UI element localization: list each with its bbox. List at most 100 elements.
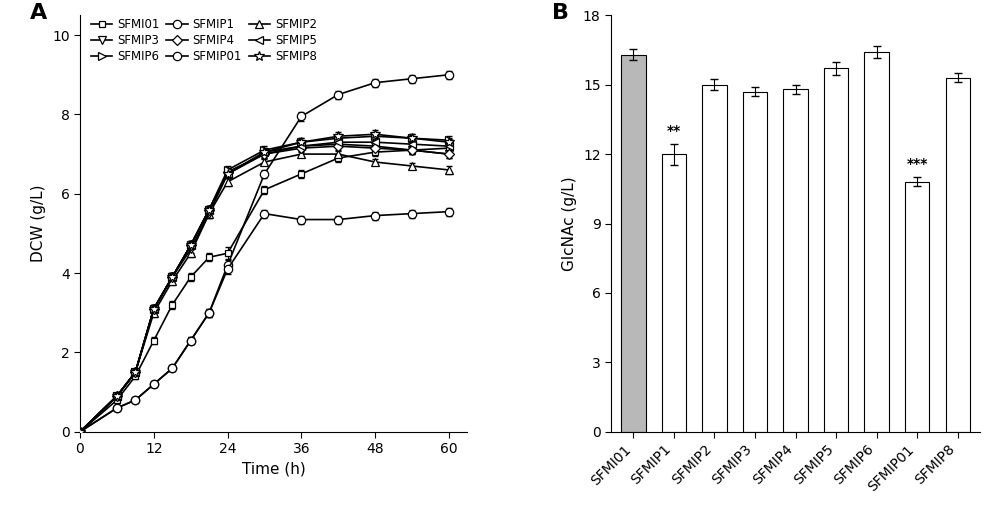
SFMIP8 — [74, 429, 86, 435]
SFMIP4 — [443, 151, 455, 157]
SFMIP4 — [332, 143, 344, 149]
SFMIP6 — [203, 207, 215, 213]
SFMIP8 — [185, 242, 197, 248]
SFMIP5 — [406, 141, 418, 147]
SFMIP8 — [332, 133, 344, 139]
SFMIP2 — [129, 369, 141, 375]
SFMI01 — [295, 171, 307, 177]
SFMIP6 — [332, 135, 344, 141]
SFMIP5 — [258, 149, 270, 155]
SFMIP4 — [129, 369, 141, 375]
SFMIP01 — [295, 216, 307, 223]
SFMIP3 — [166, 274, 178, 280]
SFMIP1 — [369, 80, 381, 86]
SFMIP6 — [166, 274, 178, 280]
SFMIP3 — [185, 246, 197, 252]
Line: SFMIP5: SFMIP5 — [76, 138, 453, 436]
SFMIP3 — [74, 429, 86, 435]
Bar — [702, 85, 727, 432]
SFMIP01 — [258, 210, 270, 216]
SFMIP2 — [148, 310, 160, 316]
SFMIP3 — [406, 147, 418, 153]
SFMIP1 — [443, 72, 455, 78]
SFMIP3 — [369, 143, 381, 149]
Text: B: B — [552, 3, 569, 23]
SFMIP6 — [74, 429, 86, 435]
SFMIP8 — [111, 393, 123, 399]
SFMIP1 — [129, 397, 141, 403]
SFMIP6 — [185, 242, 197, 248]
Bar — [743, 91, 767, 432]
Y-axis label: GlcNAc (g/L): GlcNAc (g/L) — [562, 176, 577, 271]
SFMIP5 — [222, 171, 234, 177]
Line: SFMIP1: SFMIP1 — [76, 71, 453, 436]
SFMIP5 — [185, 242, 197, 248]
SFMI01 — [129, 373, 141, 379]
SFMIP2 — [203, 210, 215, 216]
SFMIP3 — [148, 306, 160, 312]
SFMIP8 — [148, 306, 160, 312]
SFMIP5 — [369, 139, 381, 145]
SFMIP2 — [222, 179, 234, 185]
SFMIP4 — [148, 306, 160, 312]
SFMIP2 — [406, 163, 418, 169]
Legend: SFMI01, SFMIP3, SFMIP6, SFMIP1, SFMIP4, SFMIP01, SFMIP2, SFMIP5, SFMIP8: SFMI01, SFMIP3, SFMIP6, SFMIP1, SFMIP4, … — [90, 17, 318, 64]
SFMIP4 — [406, 147, 418, 153]
SFMIP6 — [406, 135, 418, 141]
SFMIP6 — [295, 139, 307, 145]
Bar — [662, 154, 686, 432]
SFMIP01 — [148, 381, 160, 387]
SFMIP5 — [148, 306, 160, 312]
SFMIP2 — [185, 250, 197, 257]
SFMIP01 — [222, 266, 234, 272]
SFMIP8 — [295, 139, 307, 145]
Bar — [824, 69, 848, 432]
SFMIP6 — [111, 393, 123, 399]
SFMIP6 — [258, 147, 270, 153]
SFMIP01 — [406, 210, 418, 216]
SFMI01 — [406, 147, 418, 153]
SFMI01 — [203, 254, 215, 260]
SFMI01 — [185, 274, 197, 280]
SFMIP01 — [111, 405, 123, 411]
SFMIP2 — [443, 167, 455, 173]
Line: SFMI01: SFMI01 — [77, 145, 452, 435]
SFMIP4 — [166, 274, 178, 280]
Bar — [783, 89, 808, 432]
Line: SFMIP8: SFMIP8 — [75, 130, 454, 437]
SFMIP01 — [166, 365, 178, 371]
SFMIP2 — [332, 151, 344, 157]
SFMIP4 — [74, 429, 86, 435]
Text: A: A — [30, 3, 47, 23]
SFMIP5 — [203, 207, 215, 213]
X-axis label: Time (h): Time (h) — [242, 462, 306, 477]
SFMIP1 — [203, 310, 215, 316]
SFMIP5 — [166, 274, 178, 280]
SFMIP01 — [443, 209, 455, 215]
Bar — [864, 52, 889, 432]
SFMIP6 — [148, 306, 160, 312]
SFMIP01 — [332, 216, 344, 223]
SFMIP01 — [369, 212, 381, 218]
SFMIP1 — [111, 405, 123, 411]
SFMIP6 — [443, 137, 455, 143]
SFMIP3 — [222, 171, 234, 177]
SFMIP1 — [258, 171, 270, 177]
SFMI01 — [222, 250, 234, 257]
Bar — [621, 54, 646, 432]
Line: SFMIP6: SFMIP6 — [76, 132, 453, 436]
SFMIP6 — [222, 167, 234, 173]
SFMI01 — [332, 155, 344, 161]
SFMIP5 — [443, 143, 455, 149]
SFMI01 — [148, 337, 160, 343]
SFMI01 — [111, 397, 123, 403]
SFMIP2 — [74, 429, 86, 435]
SFMIP6 — [369, 133, 381, 139]
Y-axis label: DCW (g/L): DCW (g/L) — [31, 185, 46, 262]
SFMIP4 — [258, 151, 270, 157]
SFMI01 — [258, 187, 270, 193]
SFMIP4 — [222, 169, 234, 175]
SFMIP3 — [295, 143, 307, 149]
SFMIP3 — [111, 393, 123, 399]
SFMIP4 — [185, 242, 197, 248]
